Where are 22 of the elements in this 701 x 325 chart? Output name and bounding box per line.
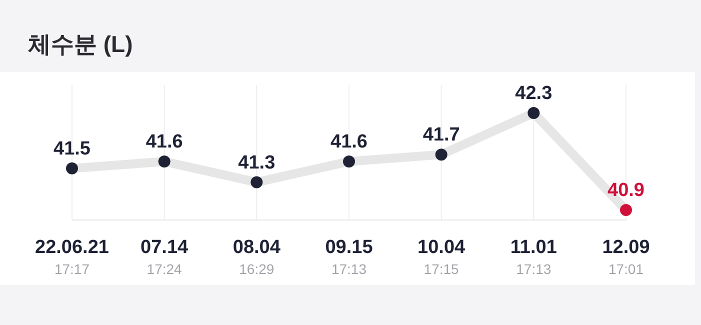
x-tick-label: 22.06.21 17:17 xyxy=(35,237,110,277)
point xyxy=(620,204,632,216)
x-tick-label: 11.01 17:13 xyxy=(510,237,558,277)
x-tick-label: 07.14 17:24 xyxy=(140,237,189,277)
data-label: 41.6 xyxy=(330,132,368,152)
x-tick-label: 09.15 17:13 xyxy=(325,237,374,277)
point xyxy=(343,156,355,168)
data-label: 41.6 xyxy=(146,132,183,152)
data-label: 41.3 xyxy=(238,152,276,174)
data-label: 41.7 xyxy=(422,124,460,146)
data-label: 42.3 xyxy=(515,83,552,104)
point xyxy=(250,176,263,188)
point xyxy=(158,156,170,168)
x-tick-label: 10.04 17:15 xyxy=(418,237,466,277)
point xyxy=(528,107,540,119)
data-label: 41.5 xyxy=(54,138,91,160)
point xyxy=(66,162,78,174)
x-tick-label: 12.09 17:01 xyxy=(602,237,650,277)
data-label: 40.9 xyxy=(608,180,644,201)
point xyxy=(435,148,448,161)
chart-title: 체수분 (L) xyxy=(27,31,133,57)
x-tick-label: 08.04 16:29 xyxy=(232,237,281,277)
